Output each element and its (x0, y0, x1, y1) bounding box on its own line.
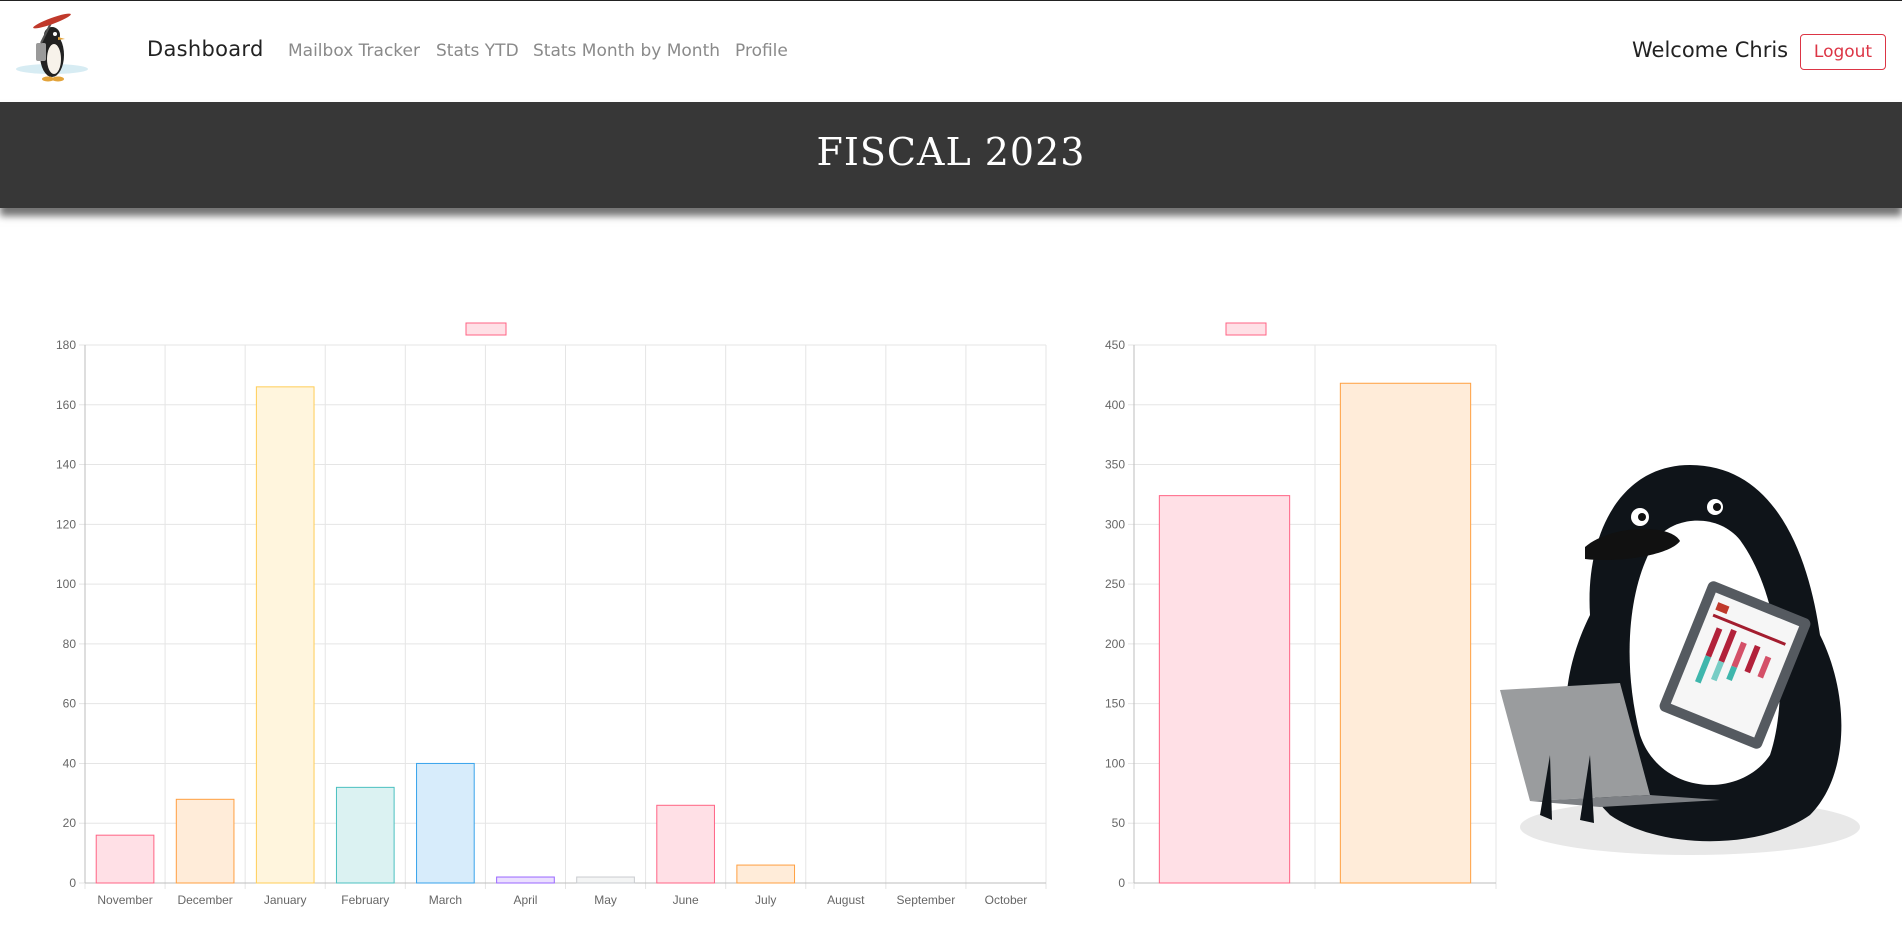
monthly-chart-x-tick-label: March (429, 893, 462, 907)
monthly-chart-y-tick-label: 80 (63, 637, 77, 651)
totals-chart-y-tick-label: 250 (1105, 577, 1125, 591)
monthly-chart-x-tick-label: November (97, 893, 152, 907)
monthly-chart-bar[interactable] (175, 798, 235, 884)
monthly-chart-x-tick-label: January (264, 893, 307, 907)
monthly-chart-x-tick-label: February (341, 893, 389, 907)
totals-chart-y-tick-label: 350 (1105, 458, 1125, 472)
monthly-chart-bar[interactable] (496, 876, 555, 884)
monthly-chart-bar[interactable] (576, 876, 635, 884)
monthly-chart-y-tick-label: 140 (56, 458, 76, 472)
penguin-laptop-illustration-icon (1500, 465, 1860, 855)
monthly-chart-bar[interactable] (736, 864, 796, 884)
monthly-chart-y-tick-label: 120 (56, 517, 76, 531)
monthly-chart-x-tick-label: July (755, 893, 776, 907)
top-border (0, 0, 1902, 1)
nav-link-stats-month-by-month[interactable]: Stats Month by Month (533, 41, 721, 61)
nav-link-stats-ytd[interactable]: Stats YTD (436, 41, 519, 61)
totals-chart-legend-swatch[interactable] (1225, 322, 1267, 336)
totals-chart-y-tick-label: 200 (1105, 637, 1125, 651)
penguin-pilot-logo-icon[interactable] (12, 13, 92, 89)
monthly-chart-y-tick-label: 60 (63, 697, 77, 711)
totals-chart-y-tick-label: 450 (1105, 338, 1125, 352)
monthly-chart-x-tick-label: December (177, 893, 232, 907)
monthly-chart-bar[interactable] (95, 834, 155, 884)
monthly-chart-y-tick-label: 40 (63, 756, 77, 770)
monthly-chart-y-tick-label: 180 (56, 338, 76, 352)
monthly-chart-x-tick-label: May (594, 893, 617, 907)
brand-dashboard-link[interactable]: Dashboard (147, 37, 264, 61)
totals-chart-bar[interactable] (1158, 495, 1291, 884)
monthly-chart-x-tick-label: October (985, 893, 1028, 907)
totals-bar-chart: 0 50 100 150 200 250 300 350 400 450 (1105, 322, 1497, 890)
monthly-chart-y-tick-label: 160 (56, 398, 76, 412)
monthly-chart-bar[interactable] (656, 804, 715, 884)
monthly-chart-bar[interactable] (416, 762, 475, 884)
monthly-bar-chart: 0 20 40 60 80 100 120 140 160 180 November December… (56, 322, 1047, 907)
totals-chart-bar[interactable] (1339, 382, 1472, 884)
page-header-banner: FISCAL 2023 (0, 102, 1902, 208)
totals-chart-y-tick-label: 0 (1118, 876, 1125, 890)
monthly-chart-x-tick-label: September (897, 893, 956, 907)
monthly-chart-legend-swatch[interactable] (465, 322, 507, 336)
welcome-message: Welcome Chris (1632, 38, 1789, 62)
monthly-chart-x-tick-label: August (827, 893, 865, 907)
logout-button[interactable]: Logout (1800, 34, 1886, 70)
nav-link-mailbox-tracker[interactable]: Mailbox Tracker (288, 41, 420, 61)
nav-link-profile[interactable]: Profile (735, 41, 788, 61)
monthly-chart-x-tick-label: June (673, 893, 699, 907)
monthly-chart-y-tick-label: 20 (63, 816, 77, 830)
totals-chart-y-tick-label: 100 (1105, 756, 1125, 770)
monthly-chart-y-tick-label: 100 (56, 577, 76, 591)
totals-chart-y-tick-label: 300 (1105, 517, 1125, 531)
monthly-chart-bar[interactable] (335, 786, 395, 884)
navbar: Dashboard Mailbox Tracker Stats YTD Stat… (0, 1, 1902, 102)
monthly-chart-bar[interactable] (255, 386, 315, 884)
totals-chart-y-tick-label: 400 (1105, 398, 1125, 412)
totals-chart-y-tick-label: 150 (1105, 697, 1125, 711)
monthly-chart-x-tick-label: April (513, 893, 537, 907)
monthly-chart-y-tick-label: 0 (69, 876, 76, 890)
totals-chart-y-tick-label: 50 (1112, 816, 1126, 830)
page-title: FISCAL 2023 (816, 130, 1086, 174)
